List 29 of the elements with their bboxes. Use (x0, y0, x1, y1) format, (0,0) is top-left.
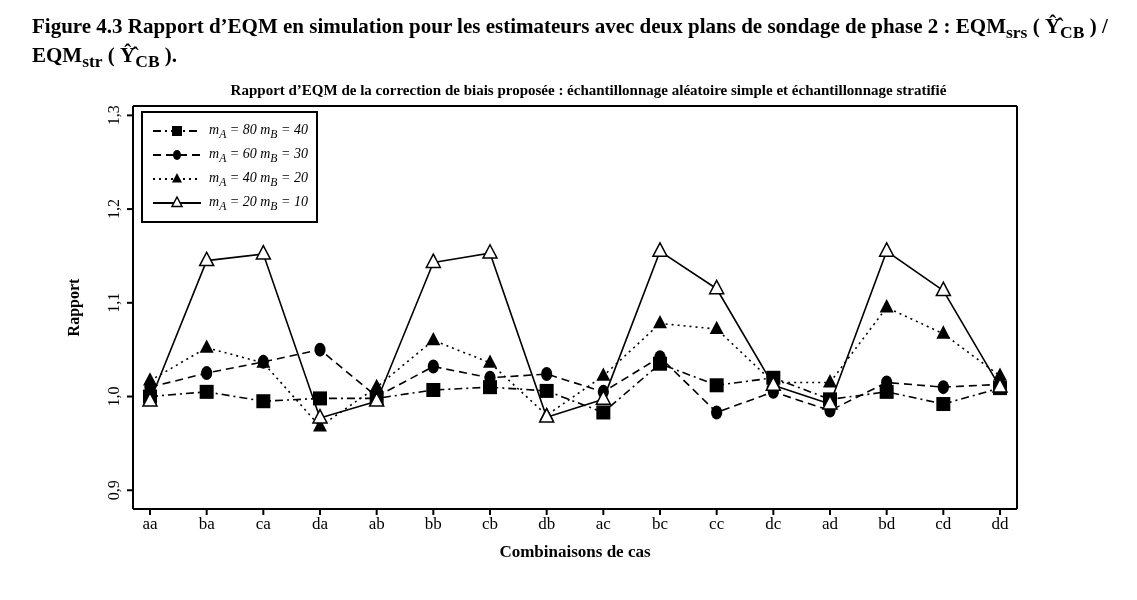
y-tick-label: 1,3 (105, 105, 122, 126)
x-tick-label: cb (481, 514, 499, 534)
legend-label: m$_{A}$ = 60 m$_{B}$ = 30 (209, 145, 308, 165)
x-tick-label: bc (651, 514, 669, 534)
legend-label: m$_{A}$ = 40 m$_{B}$ = 20 (209, 169, 308, 189)
x-tick-label: db (538, 514, 556, 534)
y-tick-label: 1,0 (105, 386, 122, 407)
x-tick-label: ba (198, 514, 216, 534)
x-tick-label: ca (255, 514, 272, 534)
y-tick-label: 1,1 (105, 293, 122, 314)
x-tick-label: ad (821, 514, 839, 534)
legend-label: m$_{A}$ = 80 m$_{B}$ = 40 (209, 121, 308, 141)
x-tick-label: bd (878, 514, 896, 534)
x-tick-label: ab (368, 514, 385, 534)
chart-title: Figure 4.3 Rapport d’EQM en simulation pour les estimateurs avec deux plans de sondage de phase 2 : EQM$_{srs}$ ( Ŷ̂$_{CB}$ ) / EQM$_{str}$ ( Ŷ̂$_{CB}$ ). (32, 14, 1108, 72)
x-tick-label: cd (935, 514, 952, 534)
y-tick-label: 0,9 (105, 480, 122, 501)
legend-label: m$_{A}$ = 20 m$_{B}$ = 10 (209, 193, 308, 213)
y-tick-label: 1,2 (105, 199, 122, 220)
x-tick-label: dd (991, 514, 1009, 534)
y-axis-title: Rapport (64, 278, 83, 337)
x-tick-label: cc (709, 514, 725, 534)
x-tick-label: da (311, 514, 329, 534)
x-axis-title: Combinaisons de cas (499, 542, 651, 562)
x-tick-label: ac (595, 514, 612, 534)
x-tick-label: bb (424, 514, 442, 534)
x-tick-label: aa (142, 514, 158, 534)
chart-subtitle: Rapport d’EQM de la correction de biais proposée : échantillonnage aléatoire simple et échantillonnage stratifié (229, 82, 948, 100)
x-tick-label: dc (765, 514, 782, 534)
